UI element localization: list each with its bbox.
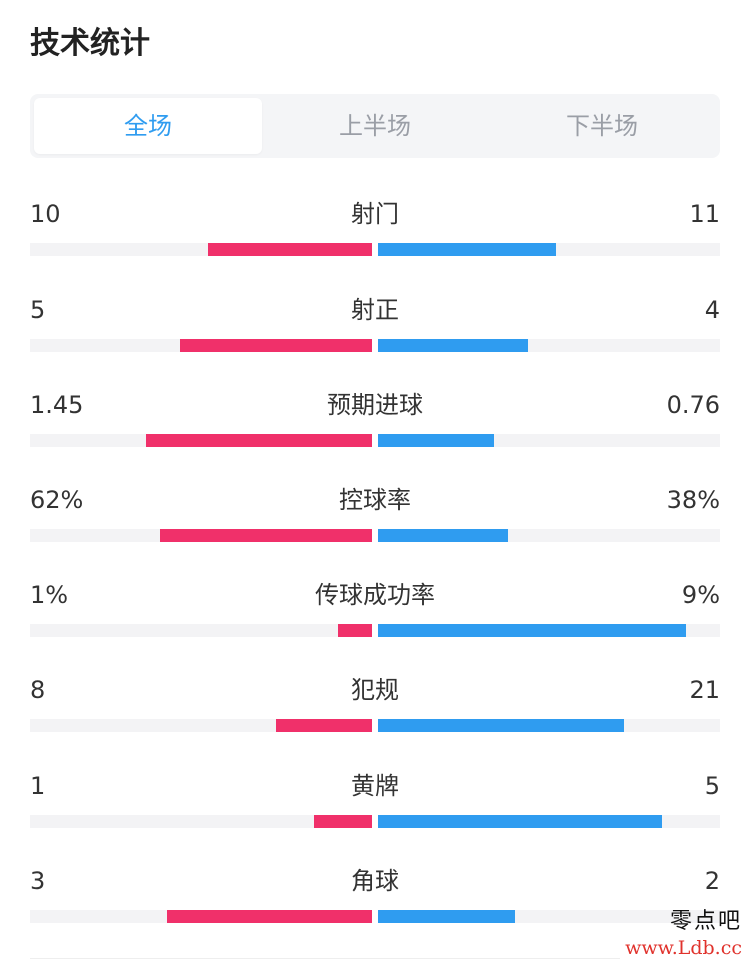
tab-second-half[interactable]: 下半场 xyxy=(566,112,638,140)
away-bar-track xyxy=(378,339,720,352)
stat-label: 射正 xyxy=(351,296,399,324)
home-value: 10 xyxy=(30,200,61,228)
away-bar xyxy=(378,910,515,923)
home-bar xyxy=(146,434,372,447)
stat-row-shots: 10 射门 11 xyxy=(30,198,720,268)
stat-label: 控球率 xyxy=(339,486,411,514)
home-bar xyxy=(160,529,372,542)
home-bar-track xyxy=(30,243,372,256)
watermark-url: www.Ldb.cc xyxy=(625,937,742,959)
home-bar-track xyxy=(30,624,372,637)
away-bar-track xyxy=(378,719,720,732)
home-bar xyxy=(276,719,372,732)
away-bar xyxy=(378,719,624,732)
stat-row-corners: 3 角球 2 xyxy=(30,865,720,935)
watermark: 零点吧 www.Ldb.cc xyxy=(625,908,742,960)
stat-label: 射门 xyxy=(351,200,399,228)
away-value: 9% xyxy=(681,581,720,609)
watermark-chinese: 零点吧 xyxy=(669,909,742,934)
home-value: 62% xyxy=(30,486,84,514)
away-bar-track xyxy=(378,529,720,542)
home-bar xyxy=(338,624,372,637)
away-bar-track xyxy=(378,434,720,447)
away-value: 2 xyxy=(704,867,720,895)
stat-row-possession: 62% 控球率 38% xyxy=(30,484,720,554)
home-bar-track xyxy=(30,529,372,542)
stat-label: 预期进球 xyxy=(327,391,423,419)
home-value: 8 xyxy=(30,676,46,704)
page-title: 技术统计 xyxy=(30,26,150,61)
stat-row-pass-accuracy: 1% 传球成功率 9% xyxy=(30,579,720,649)
away-value: 5 xyxy=(704,772,720,800)
home-value: 1.45 xyxy=(30,391,84,419)
away-bar-track xyxy=(378,815,720,828)
period-tabs: 全场 上半场 下半场 xyxy=(30,94,720,158)
away-value: 0.76 xyxy=(666,391,720,419)
away-bar xyxy=(378,529,508,542)
away-bar-track xyxy=(378,243,720,256)
bottom-divider xyxy=(30,958,620,959)
away-value: 21 xyxy=(689,676,720,704)
away-bar-track xyxy=(378,624,720,637)
home-bar xyxy=(167,910,372,923)
home-bar-track xyxy=(30,434,372,447)
tab-full-match[interactable]: 全场 xyxy=(34,98,262,154)
home-bar-track xyxy=(30,339,372,352)
away-bar xyxy=(378,815,662,828)
home-bar-track xyxy=(30,910,372,923)
away-value: 11 xyxy=(689,200,720,228)
home-bar-track xyxy=(30,719,372,732)
home-bar xyxy=(208,243,372,256)
home-bar xyxy=(180,339,372,352)
home-value: 1% xyxy=(30,581,69,609)
away-bar xyxy=(378,624,686,637)
home-bar xyxy=(314,815,372,828)
stat-label: 角球 xyxy=(351,867,399,895)
stat-label: 犯规 xyxy=(351,676,399,704)
away-bar-track xyxy=(378,910,720,923)
away-bar xyxy=(378,434,494,447)
tab-first-half[interactable]: 上半场 xyxy=(339,112,411,140)
home-value: 1 xyxy=(30,772,46,800)
away-bar xyxy=(378,339,528,352)
away-bar xyxy=(378,243,556,256)
stat-row-shots-on-target: 5 射正 4 xyxy=(30,294,720,364)
stat-label: 黄牌 xyxy=(351,772,399,800)
away-value: 4 xyxy=(704,296,720,324)
stat-row-yellow-cards: 1 黄牌 5 xyxy=(30,770,720,840)
stat-label: 传球成功率 xyxy=(315,581,435,609)
home-value: 5 xyxy=(30,296,46,324)
stat-row-expected-goals: 1.45 预期进球 0.76 xyxy=(30,389,720,459)
home-bar-track xyxy=(30,815,372,828)
home-value: 3 xyxy=(30,867,46,895)
stat-row-fouls: 8 犯规 21 xyxy=(30,674,720,744)
away-value: 38% xyxy=(666,486,720,514)
